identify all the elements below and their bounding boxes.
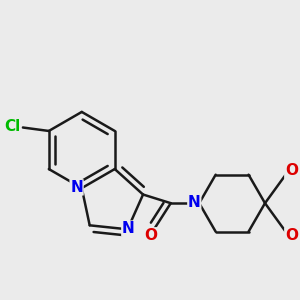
Text: O: O xyxy=(285,163,298,178)
Text: Cl: Cl xyxy=(4,119,21,134)
Text: N: N xyxy=(188,195,201,210)
Text: N: N xyxy=(70,180,83,195)
Text: O: O xyxy=(144,228,157,243)
Text: N: N xyxy=(122,221,135,236)
Text: O: O xyxy=(285,228,298,243)
